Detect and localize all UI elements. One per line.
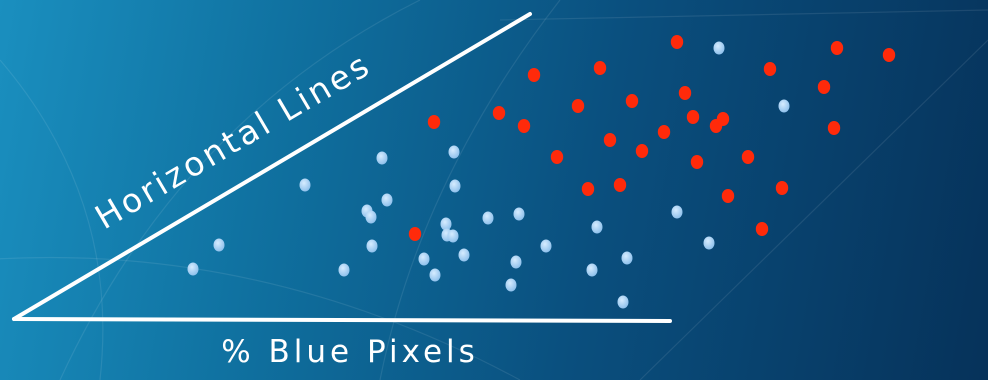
blue-data-point <box>703 236 715 250</box>
red-data-point <box>408 227 422 241</box>
red-data-point <box>527 68 541 82</box>
red-data-point <box>581 182 595 196</box>
blue-data-point <box>381 193 393 207</box>
red-data-point <box>635 144 649 158</box>
y-axis-line <box>12 12 532 321</box>
blue-data-point <box>449 179 461 193</box>
y-axis-label: Horizontal Lines <box>88 44 377 236</box>
red-data-point <box>625 94 639 108</box>
blue-data-point <box>510 255 522 269</box>
blue-data-point <box>513 207 525 221</box>
blue-data-point <box>778 99 790 113</box>
x-axis-line <box>12 317 672 323</box>
blue-data-point <box>365 210 377 224</box>
blue-data-point <box>448 145 460 159</box>
red-data-point <box>721 189 735 203</box>
red-data-point <box>763 62 777 76</box>
blue-data-point <box>505 278 517 292</box>
red-data-point <box>827 121 841 135</box>
red-data-point <box>775 181 789 195</box>
red-data-point <box>517 119 531 133</box>
blue-data-point <box>482 211 494 225</box>
blue-data-point <box>671 205 683 219</box>
blue-data-point <box>429 268 441 282</box>
blue-data-point <box>376 151 388 165</box>
red-data-point <box>427 115 441 129</box>
blue-data-point <box>540 239 552 253</box>
blue-data-point <box>187 262 199 276</box>
blue-data-point <box>621 251 633 265</box>
red-data-point <box>492 106 506 120</box>
x-axis-label: % Blue Pixels <box>221 334 479 370</box>
blue-data-point <box>299 178 311 192</box>
red-data-point <box>817 80 831 94</box>
red-data-point <box>613 178 627 192</box>
red-data-point <box>603 133 617 147</box>
red-data-point <box>593 61 607 75</box>
blue-data-point <box>586 263 598 277</box>
red-data-point <box>882 48 896 62</box>
red-data-point <box>678 86 692 100</box>
blue-data-point <box>440 217 452 231</box>
red-data-point <box>686 110 700 124</box>
blue-data-point <box>447 229 459 243</box>
blue-data-point <box>617 295 629 309</box>
red-data-point <box>755 222 769 236</box>
red-data-point <box>690 155 704 169</box>
blue-data-point <box>591 220 603 234</box>
red-data-point <box>741 150 755 164</box>
blue-data-point <box>366 239 378 253</box>
blue-data-point <box>713 41 725 55</box>
red-data-point <box>716 112 730 126</box>
blue-data-point <box>338 263 350 277</box>
blue-data-point <box>213 238 225 252</box>
blue-data-point <box>418 252 430 266</box>
data-points <box>187 35 896 309</box>
red-data-point <box>830 41 844 55</box>
red-data-point <box>657 125 671 139</box>
red-data-point <box>550 150 564 164</box>
red-data-point <box>571 99 585 113</box>
blue-data-point <box>458 248 470 262</box>
red-data-point <box>670 35 684 49</box>
